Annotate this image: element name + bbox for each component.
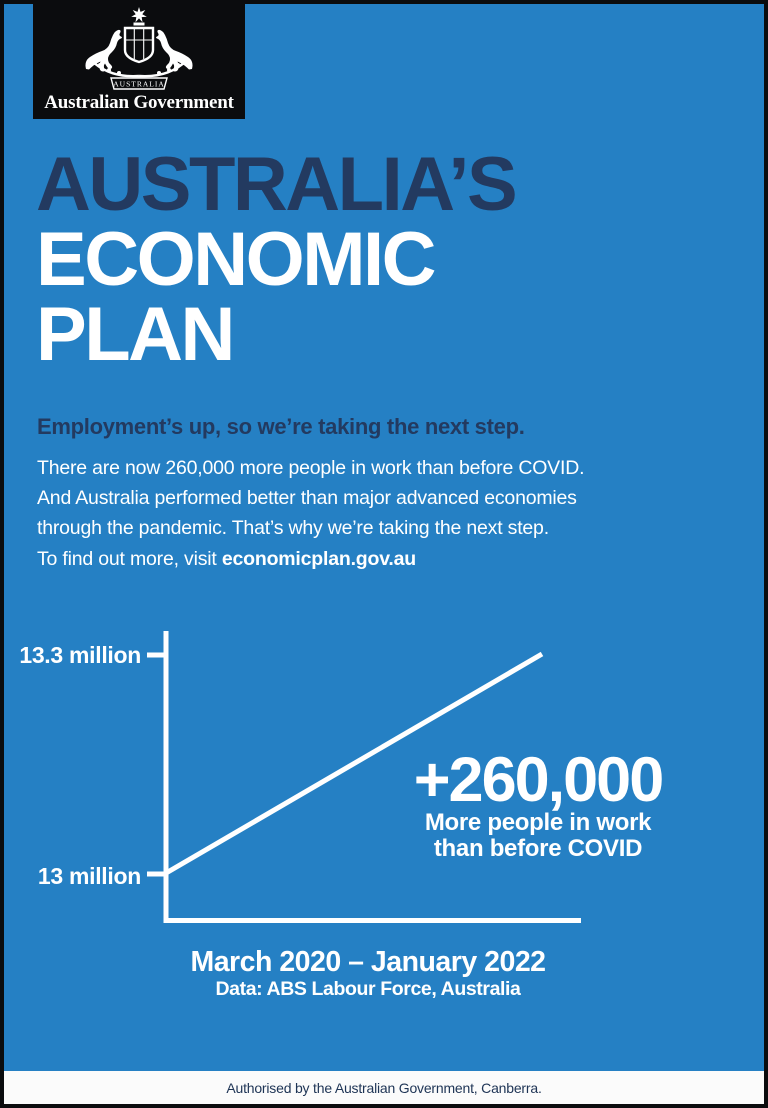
subheading: Employment’s up, so we’re taking the nex… (37, 414, 525, 439)
title-line-3: PLAN (36, 292, 235, 377)
body-paragraph: There are now 260,000 more people in wor… (37, 453, 585, 543)
cta-prefix: To find out more, visit (37, 548, 222, 570)
title-line-2: ECONOMIC (36, 217, 437, 302)
body-line-2: And Australia performed better than majo… (37, 487, 577, 509)
title-line-1: AUSTRALIA’S (36, 142, 518, 227)
logo-text: Australian Government (44, 92, 234, 113)
authorisation-footer: Authorised by the Australian Government,… (4, 1071, 764, 1104)
annotation-sub-line-2: than before COVID (433, 835, 643, 862)
authorisation-text: Authorised by the Australian Government,… (226, 1079, 542, 1096)
chart-date-range: March 2020 – January 2022 (190, 946, 546, 978)
body-line-3: through the pandemic. That’s why we’re t… (37, 517, 549, 539)
australian-coat-of-arms-icon: AUSTRALIA (85, 7, 193, 90)
chart-caption: March 2020 – January 2022 Data: ABS Labo… (118, 946, 618, 1000)
body-line-1: There are now 260,000 more people in wor… (37, 457, 585, 479)
trend-line (165, 651, 544, 875)
annotation-subtext: More people in work than before COVID (388, 810, 688, 862)
page-title: AUSTRALIA’S ECONOMIC PLAN (36, 142, 518, 377)
svg-text:AUSTRALIA: AUSTRALIA (113, 80, 165, 89)
australian-government-logo: AUSTRALIA Australian Government (33, 0, 245, 119)
y-axis-label-top: 13.3 million (19, 642, 141, 668)
annotation-sub-line-1: More people in work (424, 809, 652, 836)
cta-url: economicplan.gov.au (221, 548, 416, 570)
chart-data-source: Data: ABS Labour Force, Australia (215, 978, 521, 1000)
call-to-action: To find out more, visit economicplan.gov… (37, 546, 416, 572)
y-axis-label-bottom: 13 million (37, 863, 141, 889)
chart-annotation: +260,000 More people in work than before… (388, 745, 688, 862)
annotation-headline: +260,000 (413, 745, 665, 815)
